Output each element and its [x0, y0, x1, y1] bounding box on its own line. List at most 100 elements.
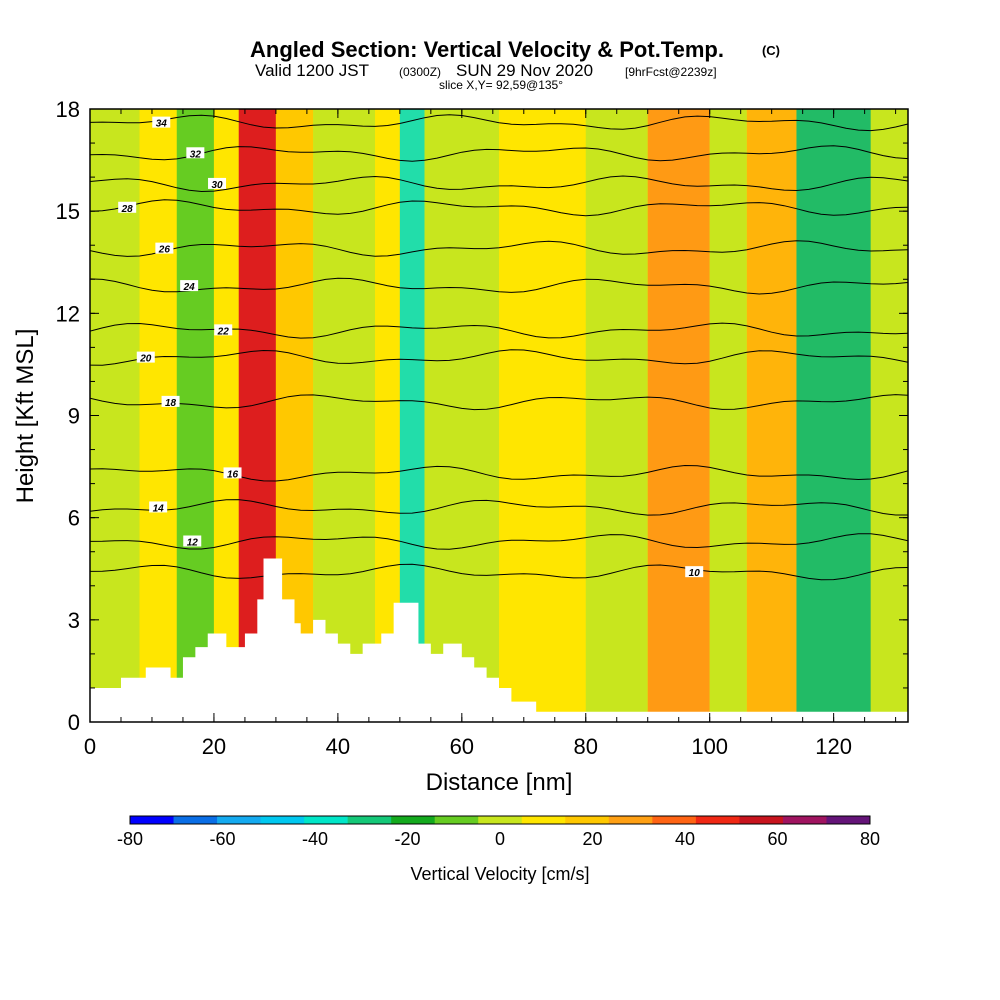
colorbar-tick-label: -80	[117, 829, 143, 849]
velocity-column	[709, 109, 747, 722]
isentrope-label: 12	[187, 538, 199, 549]
colorbar-swatch	[826, 816, 871, 824]
y-tick-label: 9	[68, 404, 80, 429]
isentrope-lines	[90, 91, 908, 581]
isentrope-label-bg	[180, 280, 199, 292]
velocity-field	[90, 109, 908, 722]
isentrope-line	[90, 199, 908, 217]
colorbar-frame	[129, 815, 871, 825]
valid-date: SUN 29 Nov 2020	[456, 61, 593, 80]
chart-title: Angled Section: Vertical Velocity & Pot.…	[250, 37, 724, 62]
colorbar-swatch	[391, 816, 436, 824]
isentrope-label: 16	[227, 469, 239, 480]
isentrope-label: 22	[217, 326, 230, 337]
isentrope-label: 30	[211, 180, 223, 191]
x-axis: 0 20 40 60 80 100 120	[84, 109, 897, 759]
y-tick-label: 3	[68, 608, 80, 633]
colorbar-swatch	[478, 816, 523, 824]
isentrope-label-bg	[183, 535, 202, 547]
isentrope-labels: 10 12 14 16 18 20 22 24 26 28 30 32 34	[118, 116, 704, 579]
colorbar-tick-label: 20	[582, 829, 602, 849]
isentrope-label-bg	[214, 324, 233, 336]
valid-prefix: Valid 1200 JST	[255, 61, 369, 80]
velocity-column	[585, 109, 648, 722]
x-tick-label: 120	[815, 734, 852, 759]
isentrope-label: 26	[158, 245, 171, 256]
x-tick-label: 60	[450, 734, 474, 759]
isentrope-label: 10	[689, 568, 701, 579]
velocity-column	[647, 109, 710, 722]
velocity-column	[796, 109, 871, 722]
y-tick-label: 12	[56, 301, 80, 326]
isentrope-label: 20	[139, 354, 152, 365]
isentrope-label-bg	[161, 395, 180, 407]
isentrope-label: 18	[165, 398, 177, 409]
isentrope-line	[90, 145, 908, 162]
colorbar-tick-label: -40	[302, 829, 328, 849]
colorbar-swatch	[304, 816, 349, 824]
y-tick-label: 18	[56, 97, 80, 122]
colorbar-swatch	[782, 816, 827, 824]
isentrope-label-bg	[685, 566, 704, 578]
x-tick-label: 40	[326, 734, 350, 759]
colorbar-swatch	[217, 816, 262, 824]
isentrope-line	[90, 175, 908, 193]
isentrope-label-bg	[223, 467, 242, 479]
isentrope-label-bg	[118, 201, 137, 213]
isentrope-line	[90, 394, 908, 411]
velocity-column	[176, 109, 214, 722]
isentrope-line	[90, 563, 908, 581]
isentrope-line	[90, 114, 908, 132]
isentrope-line	[90, 277, 908, 295]
valid-utc: (0300Z)	[399, 65, 441, 79]
isentrope-label: 24	[183, 282, 196, 293]
colorbar-tick-label: 0	[495, 829, 505, 849]
velocity-column	[499, 109, 586, 722]
isentrope-label: 32	[190, 149, 202, 160]
x-tick-label: 20	[202, 734, 226, 759]
y-axis: 0 3 6 9 12 15 18	[56, 97, 908, 735]
isentrope-label-bg	[155, 242, 174, 254]
colorbar-swatch	[695, 816, 740, 824]
colorbar-swatch	[173, 816, 218, 824]
isentrope-label: 34	[156, 119, 168, 130]
y-tick-label: 6	[68, 506, 80, 531]
isentrope-label-bg	[149, 501, 168, 513]
valid-forecast: [9hrFcst@2239z]	[625, 65, 717, 79]
y-tick-label: 15	[56, 199, 80, 224]
isentrope-line	[90, 349, 908, 366]
colorbar	[129, 815, 871, 825]
colorbar-swatch	[434, 816, 479, 824]
isentrope-line	[90, 499, 908, 516]
colorbar-swatch	[347, 816, 392, 824]
colorbar-tick-label: 40	[675, 829, 695, 849]
colorbar-label: Vertical Velocity [cm/s]	[410, 864, 589, 884]
colorbar-tick-label: -20	[394, 829, 420, 849]
x-tick-label: 80	[574, 734, 598, 759]
copyright-mark: (C)	[762, 43, 780, 58]
colorbar-swatch	[652, 816, 697, 824]
colorbar-swatch	[521, 816, 566, 824]
x-tick-label: 100	[691, 734, 728, 759]
velocity-column	[139, 109, 177, 722]
colorbar-swatch	[608, 816, 653, 824]
colorbar-swatch	[565, 816, 610, 824]
isentrope-line	[90, 91, 908, 107]
colorbar-tick-label: -60	[209, 829, 235, 849]
velocity-column	[746, 109, 797, 722]
isentrope-label-bg	[208, 177, 227, 189]
y-tick-label: 0	[68, 710, 80, 735]
velocity-column	[213, 109, 239, 722]
isentrope-label-bg	[186, 147, 205, 159]
colorbar-tick-label: 60	[767, 829, 787, 849]
x-tick-label: 0	[84, 734, 96, 759]
y-axis-label: Height [Kft MSL]	[12, 329, 39, 504]
valid-time-line: Valid 1200 JST (0300Z) SUN 29 Nov 2020 […	[255, 61, 717, 80]
isentrope-line	[90, 533, 908, 550]
colorbar-ticks: -80 -60 -40 -20 0 20 40 60 80	[117, 829, 880, 849]
slice-info: slice X,Y= 92,59@135°	[439, 78, 563, 92]
colorbar-swatch	[739, 816, 784, 824]
colorbar-swatch	[130, 816, 175, 824]
isentrope-label: 14	[153, 503, 165, 514]
